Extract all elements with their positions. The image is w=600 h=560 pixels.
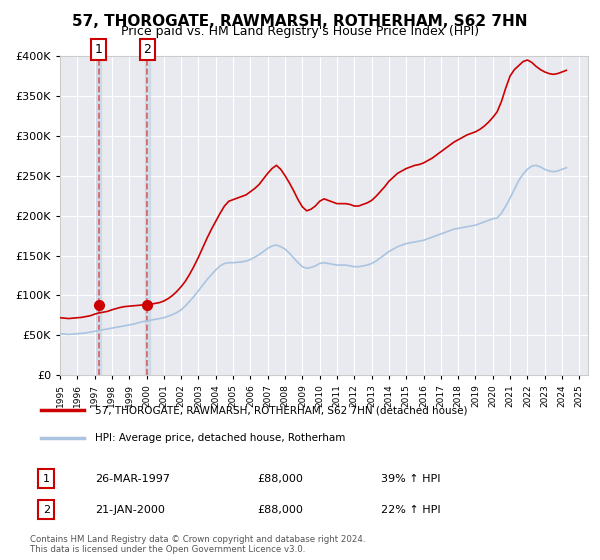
- Text: 57, THOROGATE, RAWMARSH, ROTHERHAM, S62 7HN (detached house): 57, THOROGATE, RAWMARSH, ROTHERHAM, S62 …: [95, 405, 467, 415]
- Text: £88,000: £88,000: [257, 505, 302, 515]
- Bar: [145, 56, 150, 375]
- Text: 57, THOROGATE, RAWMARSH, ROTHERHAM, S62 7HN: 57, THOROGATE, RAWMARSH, ROTHERHAM, S62 …: [72, 14, 528, 29]
- Bar: [96, 56, 101, 375]
- Text: 21-JAN-2000: 21-JAN-2000: [95, 505, 164, 515]
- Text: 1: 1: [43, 474, 50, 484]
- Text: 22% ↑ HPI: 22% ↑ HPI: [381, 505, 440, 515]
- Text: HPI: Average price, detached house, Rotherham: HPI: Average price, detached house, Roth…: [95, 433, 345, 444]
- Text: Contains HM Land Registry data © Crown copyright and database right 2024.
This d: Contains HM Land Registry data © Crown c…: [30, 535, 365, 554]
- Text: Price paid vs. HM Land Registry's House Price Index (HPI): Price paid vs. HM Land Registry's House …: [121, 25, 479, 38]
- Text: £88,000: £88,000: [257, 474, 302, 484]
- Text: 1: 1: [95, 43, 103, 56]
- Text: 39% ↑ HPI: 39% ↑ HPI: [381, 474, 440, 484]
- Text: 26-MAR-1997: 26-MAR-1997: [95, 474, 170, 484]
- Text: 2: 2: [43, 505, 50, 515]
- Text: 2: 2: [143, 43, 151, 56]
